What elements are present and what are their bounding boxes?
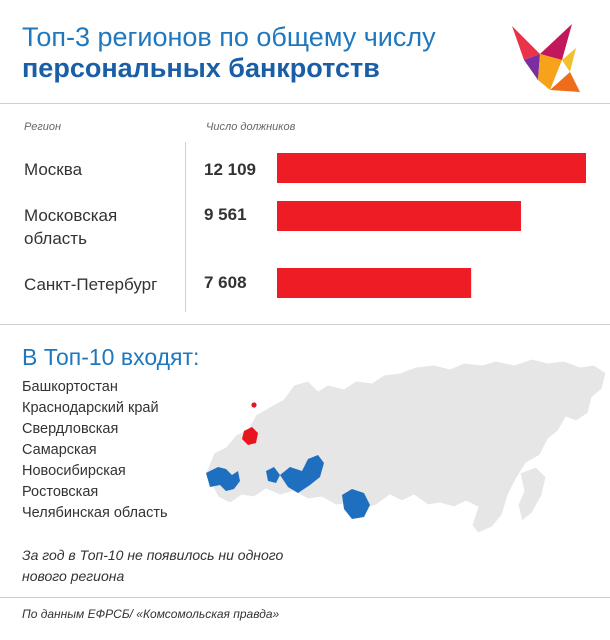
bar-2 [277, 201, 521, 231]
map-region-saint-petersburg [251, 402, 257, 408]
bar-3 [277, 268, 472, 298]
separator-bottom [0, 597, 610, 598]
list-item: Самарская [22, 442, 97, 458]
map-region-rostov-krasnodar [206, 467, 240, 491]
list-item: Свердловская [22, 421, 119, 437]
list-item: Новосибирская [22, 463, 126, 479]
map-region-novosibirsk [342, 489, 370, 519]
title-line-1: Топ-3 регионов по общему числу [22, 22, 436, 52]
value-label-spb: 7 608 [204, 273, 247, 292]
region-label-moscow: Москва [24, 160, 83, 179]
separator-top [0, 103, 610, 104]
bar-1 [277, 153, 586, 183]
list-item: Ростовская [22, 484, 99, 500]
source-note: По данным ЕФРСБ/ «Комсомольская правда» [22, 607, 280, 621]
list-item: Башкортостан [22, 379, 118, 395]
region-label-spb: Санкт-Петербург [24, 275, 158, 294]
region-label-moscow-oblast: Московская область [24, 206, 118, 248]
top10-note: За год в Топ-10 не появилось ни одного н… [22, 547, 284, 584]
map-region-samara-bashkortostan [266, 467, 280, 483]
value-label-moscow: 12 109 [204, 160, 256, 179]
table-divider [185, 142, 186, 312]
value-label-moscow-oblast: 9 561 [204, 205, 247, 224]
map-russia-outline [205, 358, 607, 534]
top10-title: В Топ-10 входят: [22, 344, 200, 370]
list-item: Челябинская область [22, 505, 168, 521]
bird-logo-icon [512, 24, 580, 92]
page-title: Топ-3 регионов по общему числу персональ… [22, 22, 436, 84]
list-item: Краснодарский край [22, 400, 159, 416]
map-region-sverdlovsk-chelyabinsk [280, 455, 324, 493]
separator-middle [0, 324, 610, 325]
top10-list: Башкортостан Краснодарский край Свердлов… [22, 377, 168, 524]
column-header-debtors: Число должников [206, 121, 296, 133]
russia-map [205, 358, 607, 534]
title-line-2: персональных банкротств [22, 53, 380, 83]
column-header-region: Регион [24, 121, 62, 133]
map-region-moscow-oblast [242, 427, 258, 445]
